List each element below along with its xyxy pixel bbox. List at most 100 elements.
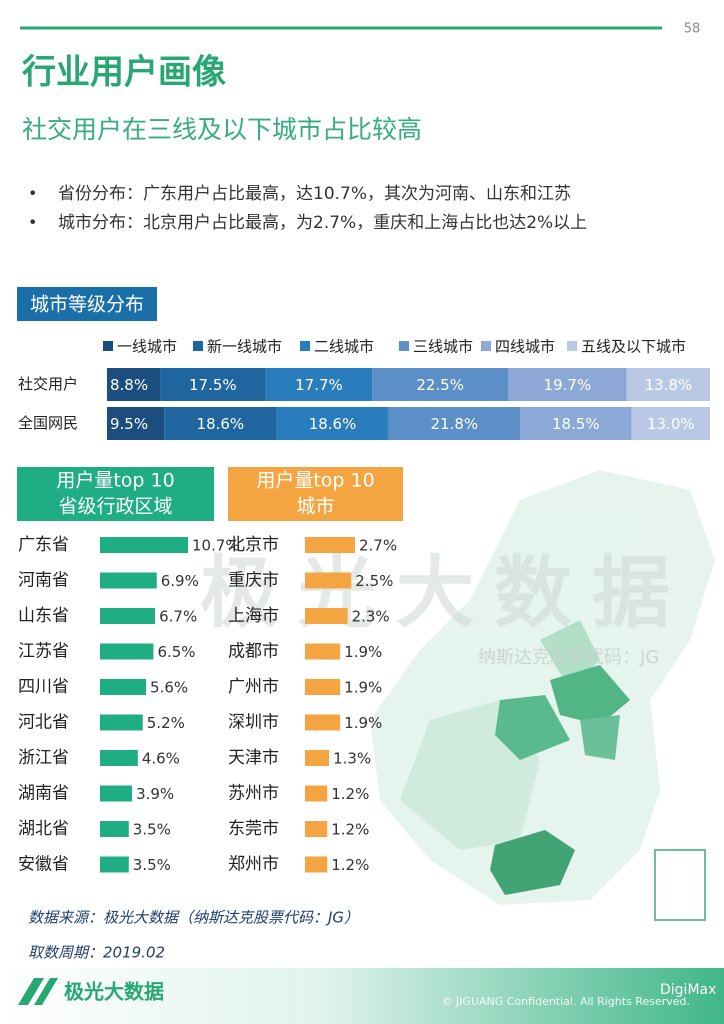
value-label: 1.9% xyxy=(344,643,382,661)
category-label: 东莞市 xyxy=(228,819,279,839)
logo-icon xyxy=(18,978,58,1005)
category-label: 湖北省 xyxy=(18,819,69,839)
period: 取数周期：2019.02 xyxy=(28,944,165,962)
legend-label: 新一线城市 xyxy=(207,338,282,356)
value-label: 6.7% xyxy=(159,608,197,626)
chart-title-box xyxy=(17,287,157,321)
bar-segment xyxy=(631,407,710,440)
value-label: 22.5% xyxy=(416,376,464,394)
value-label: 17.5% xyxy=(189,376,237,394)
map-inset xyxy=(654,849,706,921)
value-label: 19.7% xyxy=(544,376,592,394)
bullet-dot: • xyxy=(28,184,37,203)
category-label: 湖南省 xyxy=(18,784,69,804)
page-number: 58 xyxy=(684,22,701,37)
watermark-ticker: 纳斯达克股票代码：JG xyxy=(478,647,659,668)
legend-label: 一线城市 xyxy=(117,338,177,356)
category-label: 安徽省 xyxy=(18,855,69,875)
bar xyxy=(100,537,188,553)
bar xyxy=(305,608,348,624)
bar xyxy=(305,537,355,553)
value-label: 5.2% xyxy=(147,714,185,732)
bar xyxy=(305,856,328,873)
category-label: 山东省 xyxy=(18,606,69,626)
bar xyxy=(100,643,154,660)
bar-segment xyxy=(107,368,161,401)
bar xyxy=(100,608,156,624)
chart-title: 用户量top 10 xyxy=(56,470,174,492)
category-label: 社交用户 xyxy=(18,375,78,393)
value-label: 1.2% xyxy=(331,821,369,839)
category-label: 河北省 xyxy=(18,713,69,733)
bar xyxy=(100,679,147,695)
chart-title: 城市 xyxy=(296,496,334,518)
value-label: 1.2% xyxy=(331,856,369,874)
category-label: 天津市 xyxy=(228,748,279,768)
bar xyxy=(100,750,138,766)
value-label: 3.9% xyxy=(136,785,174,803)
value-label: 3.5% xyxy=(133,856,171,874)
value-label: 18.5% xyxy=(552,415,600,433)
bar xyxy=(305,643,341,660)
chart-title-box xyxy=(228,467,403,521)
value-label: 4.6% xyxy=(142,750,180,768)
watermark-brand: 极光大数据 xyxy=(200,548,690,638)
value-label: 3.5% xyxy=(133,821,171,839)
legend-label: 四线城市 xyxy=(495,338,555,356)
chart-title: 省级行政区域 xyxy=(58,496,172,518)
bar-segment xyxy=(372,368,508,401)
value-label: 1.3% xyxy=(333,750,371,768)
legend-swatch xyxy=(193,341,203,351)
category-label: 北京市 xyxy=(228,535,279,555)
map-region xyxy=(490,830,575,895)
wechat-mark: DigiMax xyxy=(660,982,716,998)
bar xyxy=(305,572,352,589)
legend-label: 二线城市 xyxy=(314,338,374,356)
bar-segment xyxy=(265,368,373,401)
bar-segment xyxy=(626,368,710,401)
subtitle: 社交用户在三线及以下城市占比较高 xyxy=(22,115,422,144)
legend-swatch xyxy=(567,341,577,351)
category-label: 广州市 xyxy=(228,677,279,697)
value-label: 18.6% xyxy=(197,415,245,433)
bar xyxy=(305,821,328,837)
value-label: 13.0% xyxy=(647,415,695,433)
category-label: 河南省 xyxy=(18,571,69,591)
source: 数据来源：极光大数据（纳斯达克股票代码：JG） xyxy=(28,909,359,927)
bar xyxy=(100,714,143,731)
value-label: 1.2% xyxy=(331,785,369,803)
bar xyxy=(305,785,328,802)
value-label: 17.7% xyxy=(295,376,343,394)
category-label: 浙江省 xyxy=(18,748,69,768)
bar xyxy=(305,750,330,766)
bar-segment xyxy=(107,407,165,440)
category-label: 苏州市 xyxy=(228,784,279,804)
category-label: 全国网民 xyxy=(18,414,78,432)
value-label: 21.8% xyxy=(430,415,478,433)
category-label: 江苏省 xyxy=(18,642,69,662)
bar-segment xyxy=(388,407,521,440)
map xyxy=(370,470,715,921)
category-label: 成都市 xyxy=(228,642,279,662)
category-label: 郑州市 xyxy=(228,855,279,875)
value-label: 6.9% xyxy=(161,572,199,590)
bullet-dot: • xyxy=(28,213,37,232)
value-label: 1.9% xyxy=(344,679,382,697)
value-label: 5.6% xyxy=(150,679,188,697)
bar-segment xyxy=(520,407,632,440)
legend-label: 三线城市 xyxy=(413,338,473,356)
map-region xyxy=(580,715,620,760)
bar xyxy=(305,714,341,731)
logo-text: 极光大数据 xyxy=(64,980,164,1004)
legend-swatch xyxy=(103,341,113,351)
legend-label: 五线及以下城市 xyxy=(581,338,686,356)
value-label: 1.9% xyxy=(344,714,382,732)
value-label: 18.6% xyxy=(309,415,357,433)
category-label: 重庆市 xyxy=(228,571,279,591)
category-label: 上海市 xyxy=(228,606,279,626)
category-label: 广东省 xyxy=(18,535,69,555)
footer-band xyxy=(0,968,724,1024)
chart-title: 用户量top 10 xyxy=(256,470,374,492)
legend-swatch xyxy=(481,341,491,351)
